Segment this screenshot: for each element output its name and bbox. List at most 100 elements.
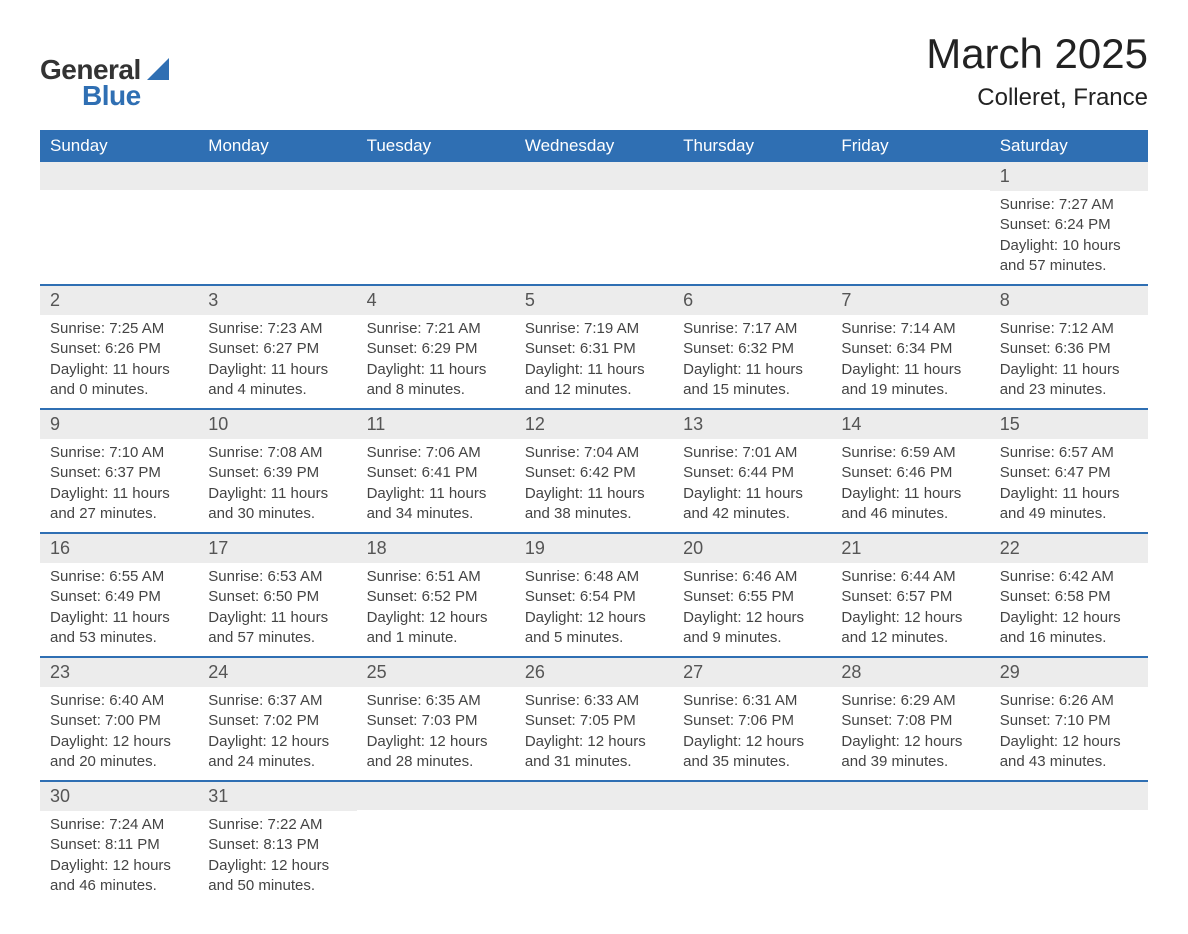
daylight-line: Daylight: 11 hours and 34 minutes. xyxy=(367,484,505,525)
day-number: 22 xyxy=(1000,538,1020,558)
day-number-row: 8 xyxy=(990,286,1148,315)
weekday-header: Sunday xyxy=(40,130,198,162)
day-details: Sunrise: 6:26 AMSunset: 7:10 PMDaylight:… xyxy=(990,687,1148,780)
sunset-line: Sunset: 6:34 PM xyxy=(841,339,979,359)
daylight-line: Daylight: 11 hours and 57 minutes. xyxy=(208,608,346,649)
day-number-row: 19 xyxy=(515,534,673,563)
calendar-week: 16Sunrise: 6:55 AMSunset: 6:49 PMDayligh… xyxy=(40,532,1148,656)
sunset-line: Sunset: 6:47 PM xyxy=(1000,463,1138,483)
daylight-line: Daylight: 12 hours and 39 minutes. xyxy=(841,732,979,773)
calendar-day: 16Sunrise: 6:55 AMSunset: 6:49 PMDayligh… xyxy=(40,534,198,656)
calendar-day: 19Sunrise: 6:48 AMSunset: 6:54 PMDayligh… xyxy=(515,534,673,656)
daylight-line: Daylight: 11 hours and 42 minutes. xyxy=(683,484,821,525)
day-number-row: 15 xyxy=(990,410,1148,439)
day-number-row: 25 xyxy=(357,658,515,687)
day-number-row xyxy=(831,162,989,190)
day-number-row: 10 xyxy=(198,410,356,439)
sunrise-line: Sunrise: 7:27 AM xyxy=(1000,195,1138,215)
calendar-day: 11 Sunrise: 7:06 AMSunset: 6:41 PMDayligh… xyxy=(357,410,515,532)
day-details: Sunrise: 7:17 AMSunset: 6:32 PMDaylight:… xyxy=(673,315,831,408)
sunset-line: Sunset: 6:50 PM xyxy=(208,587,346,607)
sunrise-line: Sunrise: 7:01 AM xyxy=(683,443,821,463)
sunrise-line: Sunrise: 6:44 AM xyxy=(841,567,979,587)
weekday-header: Saturday xyxy=(990,130,1148,162)
sunset-line: Sunset: 7:05 PM xyxy=(525,711,663,731)
sunrise-line: Sunrise: 6:42 AM xyxy=(1000,567,1138,587)
sunrise-line: Sunrise: 7:10 AM xyxy=(50,443,188,463)
day-number-row: 26 xyxy=(515,658,673,687)
calendar-day: 13 Sunrise: 7:01 AMSunset: 6:44 PMDayligh… xyxy=(673,410,831,532)
weekday-header: Wednesday xyxy=(515,130,673,162)
calendar-day: 6Sunrise: 7:17 AMSunset: 6:32 PMDaylight… xyxy=(673,286,831,408)
day-details: Sunrise: 7:14 AMSunset: 6:34 PMDaylight:… xyxy=(831,315,989,408)
calendar-day: 4Sunrise: 7:21 AMSunset: 6:29 PMDaylight… xyxy=(357,286,515,408)
weekday-header: Tuesday xyxy=(357,130,515,162)
day-number: 2 xyxy=(50,290,60,310)
sunrise-line: Sunrise: 7:08 AM xyxy=(208,443,346,463)
day-number-row xyxy=(515,782,673,810)
month-title: March 2025 xyxy=(926,30,1148,78)
day-number-row: 6 xyxy=(673,286,831,315)
sunrise-line: Sunrise: 7:06 AM xyxy=(367,443,505,463)
day-number: 8 xyxy=(1000,290,1010,310)
calendar-week: 30Sunrise: 7:24 AMSunset: 8:11 PMDayligh… xyxy=(40,780,1148,904)
sunset-line: Sunset: 7:00 PM xyxy=(50,711,188,731)
sunset-line: Sunset: 6:41 PM xyxy=(367,463,505,483)
day-number-row: 9 xyxy=(40,410,198,439)
day-number: 14 xyxy=(841,414,861,434)
calendar-day-empty xyxy=(515,782,673,904)
sunrise-line: Sunrise: 6:37 AM xyxy=(208,691,346,711)
daylight-line: Daylight: 12 hours and 35 minutes. xyxy=(683,732,821,773)
day-details: Sunrise: 6:53 AMSunset: 6:50 PMDaylight:… xyxy=(198,563,356,656)
sunrise-line: Sunrise: 7:17 AM xyxy=(683,319,821,339)
day-number: 18 xyxy=(367,538,387,558)
day-number: 30 xyxy=(50,786,70,806)
day-number-row: 17 xyxy=(198,534,356,563)
sunset-line: Sunset: 6:44 PM xyxy=(683,463,821,483)
day-details: Sunrise: 6:42 AMSunset: 6:58 PMDaylight:… xyxy=(990,563,1148,656)
calendar-day: 2Sunrise: 7:25 AMSunset: 6:26 PMDaylight… xyxy=(40,286,198,408)
day-number: 7 xyxy=(841,290,851,310)
daylight-line: Daylight: 12 hours and 50 minutes. xyxy=(208,856,346,897)
sunset-line: Sunset: 6:27 PM xyxy=(208,339,346,359)
daylight-line: Daylight: 12 hours and 1 minute. xyxy=(367,608,505,649)
sunset-line: Sunset: 6:36 PM xyxy=(1000,339,1138,359)
sunrise-line: Sunrise: 6:26 AM xyxy=(1000,691,1138,711)
sunset-line: Sunset: 6:49 PM xyxy=(50,587,188,607)
calendar-day-empty xyxy=(831,782,989,904)
calendar-day: 14Sunrise: 6:59 AMSunset: 6:46 PMDayligh… xyxy=(831,410,989,532)
day-details: Sunrise: 6:51 AMSunset: 6:52 PMDaylight:… xyxy=(357,563,515,656)
day-details: Sunrise: 6:33 AMSunset: 7:05 PMDaylight:… xyxy=(515,687,673,780)
daylight-line: Daylight: 11 hours and 38 minutes. xyxy=(525,484,663,525)
calendar-day: 3Sunrise: 7:23 AMSunset: 6:27 PMDaylight… xyxy=(198,286,356,408)
calendar-day: 15Sunrise: 6:57 AMSunset: 6:47 PMDayligh… xyxy=(990,410,1148,532)
day-number: 20 xyxy=(683,538,703,558)
calendar-week: 2Sunrise: 7:25 AMSunset: 6:26 PMDaylight… xyxy=(40,284,1148,408)
daylight-line: Daylight: 10 hours and 57 minutes. xyxy=(1000,236,1138,277)
day-number: 9 xyxy=(50,414,60,434)
sunrise-line: Sunrise: 7:23 AM xyxy=(208,319,346,339)
day-number: 28 xyxy=(841,662,861,682)
title-block: March 2025 Colleret, France xyxy=(926,30,1148,112)
day-number: 12 xyxy=(525,414,545,434)
sunset-line: Sunset: 7:08 PM xyxy=(841,711,979,731)
daylight-line: Daylight: 11 hours and 15 minutes. xyxy=(683,360,821,401)
day-number-row: 27 xyxy=(673,658,831,687)
calendar-day: 30Sunrise: 7:24 AMSunset: 8:11 PMDayligh… xyxy=(40,782,198,904)
day-number: 3 xyxy=(208,290,218,310)
day-number-row: 24 xyxy=(198,658,356,687)
calendar-day-empty xyxy=(990,782,1148,904)
calendar-day: 10Sunrise: 7:08 AMSunset: 6:39 PMDayligh… xyxy=(198,410,356,532)
day-details: Sunrise: 6:48 AMSunset: 6:54 PMDaylight:… xyxy=(515,563,673,656)
daylight-line: Daylight: 11 hours and 53 minutes. xyxy=(50,608,188,649)
day-number-row: 13 xyxy=(673,410,831,439)
calendar-day: 20Sunrise: 6:46 AMSunset: 6:55 PMDayligh… xyxy=(673,534,831,656)
day-number-row: 11 xyxy=(357,410,515,439)
daylight-line: Daylight: 11 hours and 30 minutes. xyxy=(208,484,346,525)
sunrise-line: Sunrise: 7:24 AM xyxy=(50,815,188,835)
day-number: 23 xyxy=(50,662,70,682)
calendar-day: 29Sunrise: 6:26 AMSunset: 7:10 PMDayligh… xyxy=(990,658,1148,780)
calendar-day: 9Sunrise: 7:10 AMSunset: 6:37 PMDaylight… xyxy=(40,410,198,532)
day-number-row: 29 xyxy=(990,658,1148,687)
daylight-line: Daylight: 12 hours and 24 minutes. xyxy=(208,732,346,773)
